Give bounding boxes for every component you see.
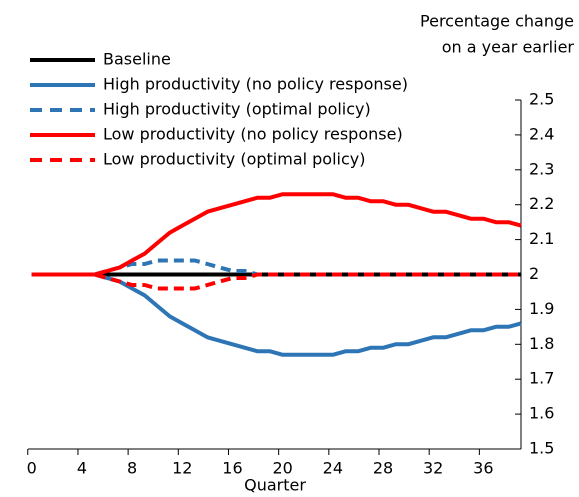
y-axis-label: Percentage change: [420, 12, 574, 31]
x-tick-label: 28: [373, 459, 393, 478]
y-tick-label: 2.4: [529, 124, 554, 143]
x-tick-label: 24: [323, 459, 343, 478]
legend-label: Low productivity (optimal policy): [103, 150, 366, 169]
y-tick-label: 2: [529, 264, 539, 283]
y-tick-label: 2.3: [529, 159, 554, 178]
legend-label: High productivity (optimal policy): [103, 100, 371, 119]
series-line: [31, 272, 522, 357]
series-line: [31, 192, 522, 277]
x-tick-label: 0: [27, 459, 37, 478]
legend-label: Baseline: [103, 50, 171, 69]
y-tick-label: 1.9: [529, 299, 554, 318]
x-tick-label: 8: [127, 459, 137, 478]
x-tick-label: 16: [222, 459, 242, 478]
y-tick-label: 1.8: [529, 334, 554, 353]
legend-label: High productivity (no policy response): [103, 75, 408, 94]
y-tick-label: 1.5: [529, 439, 554, 458]
x-tick-label: 32: [423, 459, 443, 478]
x-tick-label: 36: [473, 459, 493, 478]
y-tick-label: 1.7: [529, 369, 554, 388]
x-tick-label: 4: [77, 459, 87, 478]
x-tick-label: 12: [172, 459, 192, 478]
y-tick-label: 2.5: [529, 90, 554, 109]
y-tick-label: 2.1: [529, 229, 554, 248]
y-axis-label: on a year earlier: [442, 38, 575, 57]
legend-label: Low productivity (no policy response): [103, 125, 403, 144]
series-line: [31, 272, 521, 291]
x-tick-label: 20: [272, 459, 292, 478]
y-tick-label: 1.6: [529, 404, 554, 423]
y-tick-label: 2.2: [529, 194, 554, 213]
x-axis-label: Quarter: [244, 476, 306, 495]
